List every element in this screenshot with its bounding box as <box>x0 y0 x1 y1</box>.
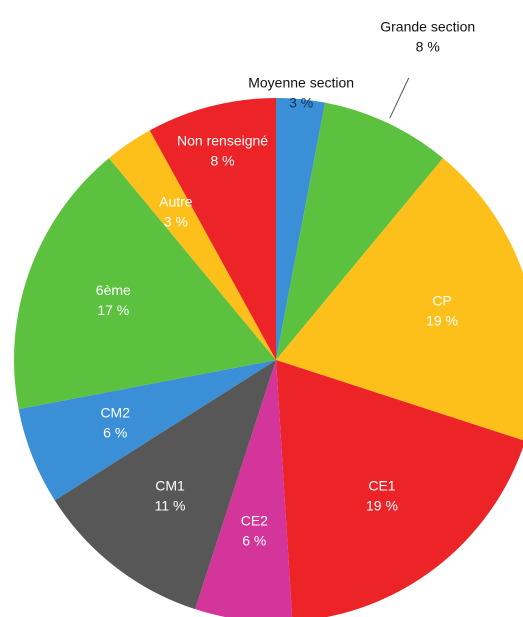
slice-label: CP <box>432 292 451 308</box>
slice-label: Non renseigné <box>177 133 268 149</box>
slice-label: Grande section <box>380 18 475 34</box>
slice-value: 6 % <box>242 532 266 548</box>
slice-value: 6 % <box>103 424 127 440</box>
pie-slice <box>276 98 326 360</box>
pie-slice <box>108 130 277 360</box>
slice-label: CE1 <box>368 477 395 493</box>
slice-value: 3 % <box>164 213 188 229</box>
slice-label: Moyenne section <box>248 75 354 91</box>
pie-slice <box>276 360 523 617</box>
slice-label: Autre <box>159 193 193 209</box>
slice-value: 8 % <box>416 38 440 54</box>
slice-value: 19 % <box>366 497 398 513</box>
leader-line <box>389 77 410 119</box>
slice-label: CM2 <box>100 404 130 420</box>
slice-value: 17 % <box>97 302 129 318</box>
slice-label: CM1 <box>155 477 185 493</box>
pie-slice <box>54 360 276 610</box>
pie-slice <box>276 102 444 360</box>
pie-slice <box>13 158 276 410</box>
slice-label: 6ème <box>96 282 131 298</box>
slice-label: CE2 <box>241 512 268 528</box>
slice-value: 11 % <box>155 497 186 513</box>
pie-slice <box>195 360 293 617</box>
slice-value: 8 % <box>211 153 235 169</box>
pie-slice <box>149 98 276 360</box>
pie-slice <box>276 158 523 441</box>
pie-slice <box>18 360 276 501</box>
slice-value: 19 % <box>426 312 458 328</box>
slice-value: 3 % <box>289 95 313 111</box>
